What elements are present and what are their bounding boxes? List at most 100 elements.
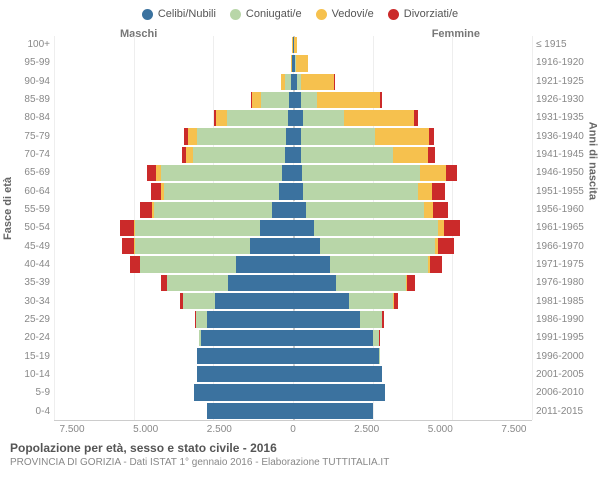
birth-label: 1976-1980 xyxy=(536,274,590,292)
legend-label: Coniugati/e xyxy=(246,8,302,20)
birth-label: ≤ 1915 xyxy=(536,36,590,54)
male-bar xyxy=(54,311,293,327)
birth-label: 1971-1975 xyxy=(536,256,590,274)
chart-title: Popolazione per età, sesso e stato civil… xyxy=(10,441,590,455)
segment-single xyxy=(293,92,301,108)
pyramid-row xyxy=(54,274,532,292)
segment-married xyxy=(193,147,285,163)
age-label: 80-84 xyxy=(10,109,50,127)
male-bar xyxy=(54,74,293,90)
female-bar xyxy=(293,256,532,272)
pyramid-row xyxy=(54,146,532,164)
segment-married xyxy=(161,165,282,181)
chart-subtitle: PROVINCIA DI GORIZIA - Dati ISTAT 1° gen… xyxy=(10,457,590,468)
segment-single xyxy=(279,183,293,199)
birth-label: 1981-1985 xyxy=(536,293,590,311)
x-tick-label: 5.000 xyxy=(422,424,458,435)
segment-divorced xyxy=(122,238,135,254)
female-bar xyxy=(293,366,532,382)
pyramid-row xyxy=(54,109,532,127)
male-bar xyxy=(54,403,293,419)
pyramid-row xyxy=(54,127,532,145)
segment-divorced xyxy=(444,220,461,236)
pyramid-row xyxy=(54,365,532,383)
birth-label: 1931-1935 xyxy=(536,109,590,127)
segment-divorced xyxy=(147,165,156,181)
legend-label: Divorziati/e xyxy=(404,8,458,20)
birth-label: 1921-1925 xyxy=(536,73,590,91)
legend-swatch xyxy=(142,9,153,20)
pyramid-row xyxy=(54,91,532,109)
female-bar xyxy=(293,147,532,163)
segment-single xyxy=(293,128,301,144)
segment-divorced xyxy=(380,92,382,108)
female-bar xyxy=(293,403,532,419)
segment-married xyxy=(306,202,424,218)
birth-label: 1951-1955 xyxy=(536,183,590,201)
age-label: 100+ xyxy=(10,36,50,54)
legend-item: Vedovi/e xyxy=(316,8,374,20)
male-bar xyxy=(54,110,293,126)
segment-married xyxy=(261,92,290,108)
birth-label: 1916-1920 xyxy=(536,54,590,72)
segment-single xyxy=(293,165,302,181)
legend-swatch xyxy=(230,9,241,20)
segment-married xyxy=(301,128,374,144)
male-bar xyxy=(54,330,293,346)
legend-label: Vedovi/e xyxy=(332,8,374,20)
female-bar xyxy=(293,183,532,199)
x-tick-label: 7.500 xyxy=(54,424,90,435)
age-label: 5-9 xyxy=(10,384,50,402)
age-label: 85-89 xyxy=(10,91,50,109)
legend: Celibi/NubiliConiugati/eVedovi/eDivorzia… xyxy=(10,8,590,20)
plot xyxy=(54,36,532,421)
segment-single xyxy=(293,238,320,254)
segment-married xyxy=(227,110,288,126)
segment-married xyxy=(302,165,420,181)
segment-divorced xyxy=(446,165,457,181)
segment-divorced xyxy=(151,183,161,199)
segment-single xyxy=(215,293,293,309)
segment-widowed xyxy=(188,128,198,144)
male-bar xyxy=(54,220,293,236)
segment-single xyxy=(228,275,293,291)
segment-single xyxy=(293,147,301,163)
segment-divorced xyxy=(120,220,134,236)
pyramid-row xyxy=(54,255,532,273)
pyramid-row xyxy=(54,310,532,328)
segment-single xyxy=(272,202,293,218)
segment-divorced xyxy=(140,202,152,218)
segment-widowed xyxy=(375,128,429,144)
segment-married xyxy=(196,311,207,327)
segment-single xyxy=(285,147,293,163)
age-label: 0-4 xyxy=(10,403,50,421)
segment-single xyxy=(293,348,379,364)
age-label: 45-49 xyxy=(10,238,50,256)
segment-divorced xyxy=(407,275,415,291)
female-bar xyxy=(293,275,532,291)
segment-single xyxy=(293,330,373,346)
segment-widowed xyxy=(424,202,433,218)
birth-label: 1936-1940 xyxy=(536,128,590,146)
segment-widowed xyxy=(294,37,297,53)
segment-single xyxy=(282,165,293,181)
x-axis-labels: 7.5005.0002.50002.5005.0007.500 xyxy=(10,424,590,435)
male-bar xyxy=(54,384,293,400)
segment-single xyxy=(293,256,330,272)
bar-rows xyxy=(54,36,532,420)
female-bar xyxy=(293,55,532,71)
segment-divorced xyxy=(334,74,335,90)
legend-item: Divorziati/e xyxy=(388,8,458,20)
segment-single xyxy=(293,403,373,419)
segment-single xyxy=(293,110,303,126)
segment-widowed xyxy=(301,74,334,90)
pyramid-row xyxy=(54,329,532,347)
female-bar xyxy=(293,330,532,346)
birth-label: 2006-2010 xyxy=(536,384,590,402)
pyramid-row xyxy=(54,402,532,420)
segment-single xyxy=(207,403,293,419)
pyramid-row xyxy=(54,347,532,365)
legend-item: Coniugati/e xyxy=(230,8,302,20)
y-left-labels: 100+95-9990-9485-8980-8475-7970-7465-696… xyxy=(10,36,54,421)
male-bar xyxy=(54,183,293,199)
